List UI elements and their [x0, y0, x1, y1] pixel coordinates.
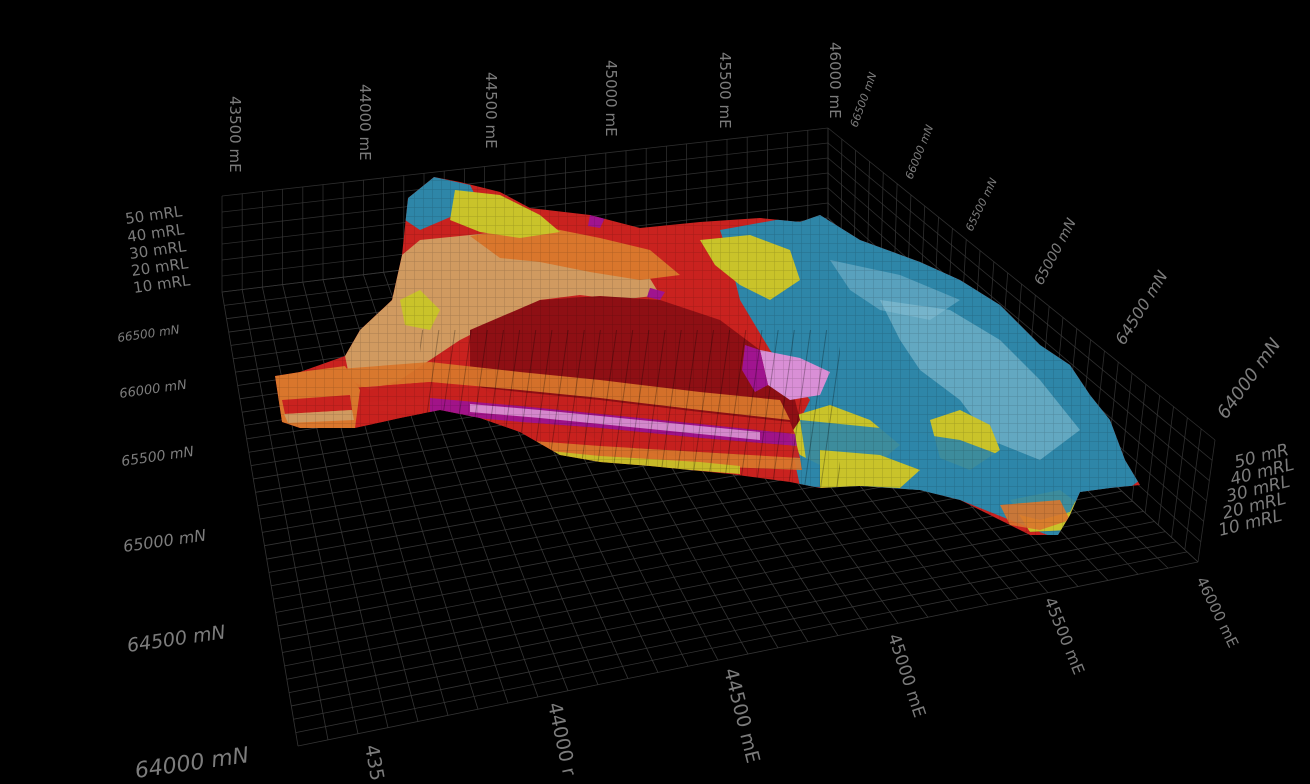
top-easting-label: 44000 mE: [356, 84, 374, 161]
bottom-easting-label: 45000 mE: [883, 631, 929, 720]
grid-line: [827, 157, 1210, 481]
grid-line: [827, 127, 1216, 441]
grid-line: [297, 561, 1199, 747]
grid-line: [221, 127, 829, 197]
bottom-easting-label: 435: [360, 743, 388, 783]
grid-line: [280, 480, 1112, 640]
left-northing-label: 65000 mN: [122, 526, 207, 556]
top-easting-label: 44500 mE: [482, 72, 500, 149]
left-northing-label: 66000 mN: [118, 378, 188, 402]
left-northing-label: 64500 mN: [126, 621, 227, 657]
grid-line: [286, 511, 1144, 680]
top-easting-label: 45000 mE: [602, 60, 620, 137]
left-northing-label: 65500 mN: [120, 444, 195, 470]
right-northing-label: 66500 mN: [848, 71, 880, 129]
top-easting-label: 43500 mE: [226, 96, 244, 173]
grid-line: [288, 521, 1155, 693]
right-northing-label: 65000 mN: [1031, 215, 1080, 288]
right-northing-label: 66000 mN: [903, 123, 937, 181]
right-northing-label: 64500 mN: [1111, 267, 1171, 348]
top-easting-label: 46000 mE: [826, 42, 844, 119]
grid-line: [291, 531, 1166, 707]
grid-line: [221, 157, 829, 229]
grid-line: [221, 142, 829, 213]
grid-line: [293, 541, 1177, 720]
top-easting-label: 45500 mE: [716, 52, 734, 129]
left-northing-label: 64000 mN: [133, 743, 250, 784]
grid-line: [295, 551, 1188, 734]
right-northing-label: 64000 mN: [1213, 335, 1285, 423]
bottom-easting-label: 46000 mE: [1192, 574, 1242, 651]
grid-line: [284, 500, 1133, 667]
bottom-easting-label: 44000 r: [543, 700, 580, 777]
bottom-easting-label: 45500 mE: [1040, 594, 1088, 677]
right-northing-label: 65500 mN: [963, 176, 1000, 233]
left-northing-label: 66500 mN: [116, 322, 180, 345]
grid-line: [827, 142, 1213, 461]
grid-line: [282, 490, 1122, 653]
bottom-easting-label: 44500 mE: [719, 666, 764, 765]
